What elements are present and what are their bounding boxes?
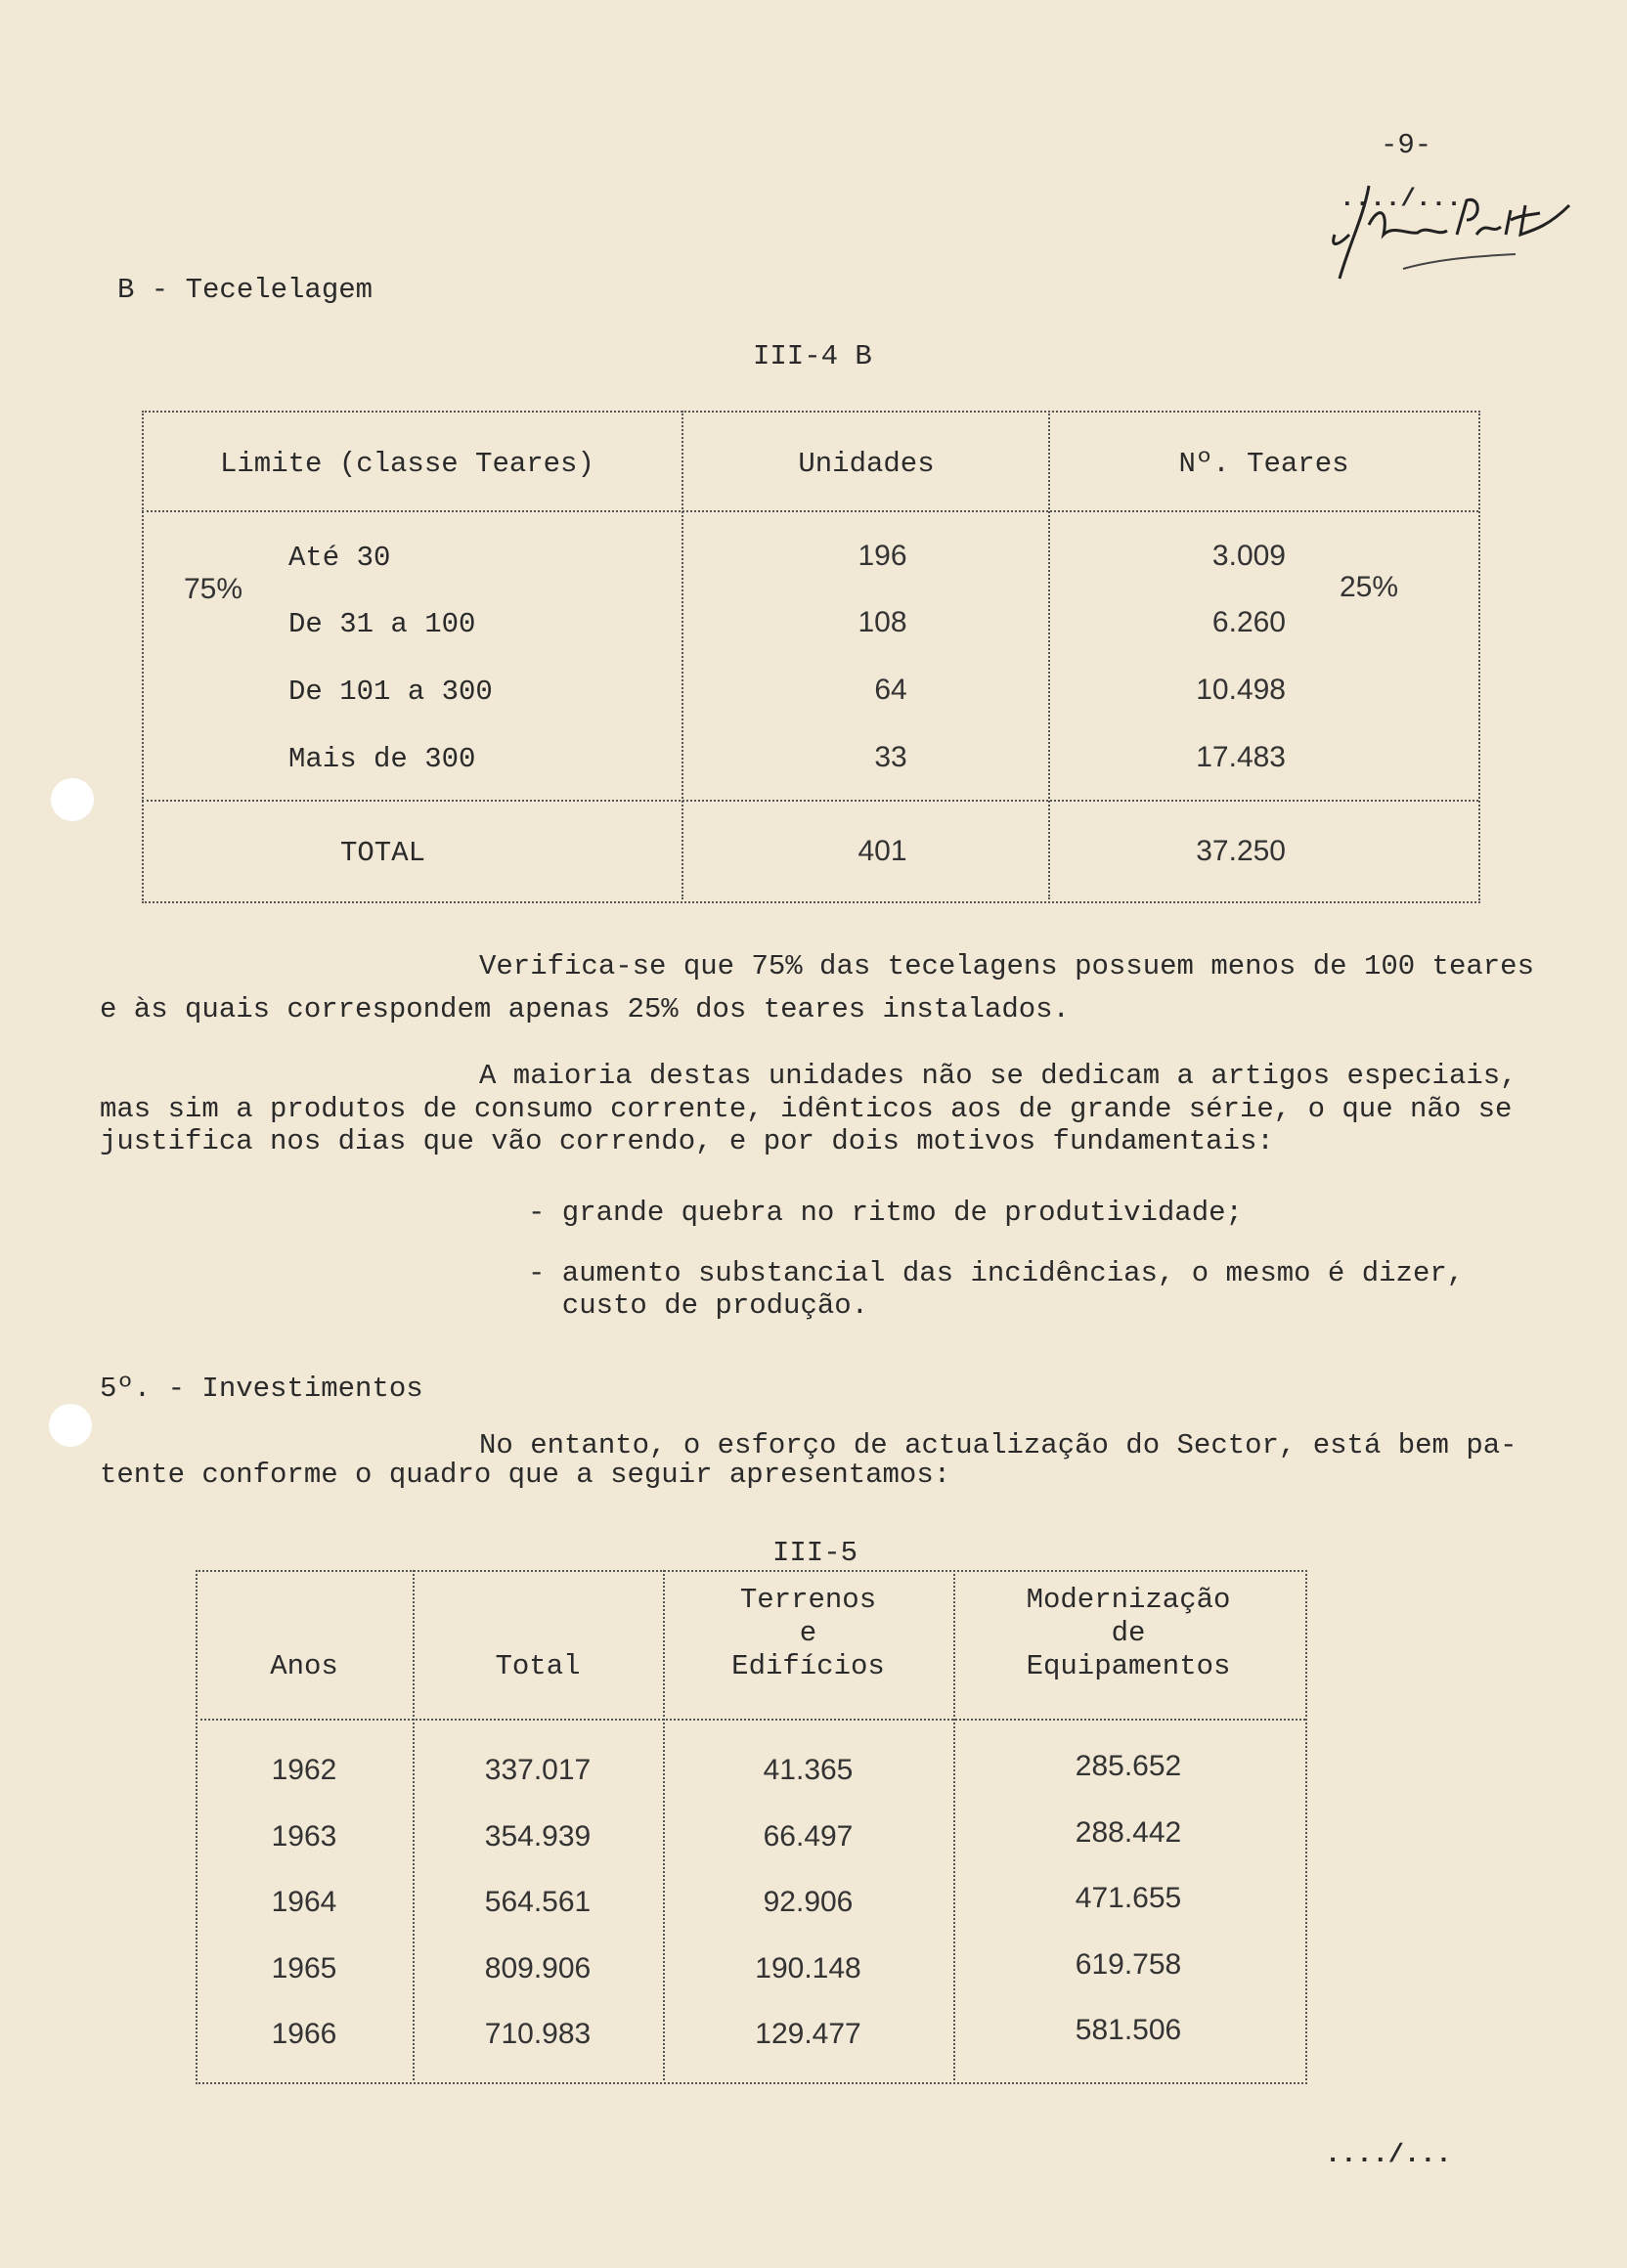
row-label: Mais de 300	[288, 743, 476, 775]
row-teares: 3.009	[1211, 540, 1286, 572]
row-unidades: 196	[857, 540, 907, 572]
row-teares: 17.483	[1196, 741, 1286, 773]
punch-hole	[49, 1404, 92, 1447]
table-iii-5	[196, 1570, 1307, 2084]
cell-modernizacao: 581.506	[1075, 2014, 1182, 2046]
divider	[953, 1570, 955, 2080]
paragraph-line: Verifica-se que 75% das tecelagens possu…	[479, 950, 1534, 982]
signature	[1332, 185, 1571, 280]
cell-total: 809.906	[484, 1951, 592, 1984]
cell-total: 354.939	[484, 1819, 592, 1853]
cell-ano: 1965	[271, 1951, 337, 1984]
row-teares: 6.260	[1211, 606, 1286, 638]
row-label: De 101 a 300	[288, 676, 493, 708]
column-header: Anos	[270, 1650, 338, 1682]
paragraph-line: justifica nos dias que vão correndo, e p…	[100, 1125, 1274, 1157]
cell-total: 337.017	[484, 1754, 592, 1786]
row-unidades: 108	[857, 606, 907, 638]
paragraph-line: mas sim a produtos de consumo corrente, …	[100, 1093, 1513, 1125]
cell-total: 710.983	[484, 2018, 592, 2050]
cell-terrenos: 66.497	[763, 1819, 854, 1853]
column-header: Limite (classe Teares)	[220, 448, 594, 480]
bullet-item-continued: custo de produção.	[528, 1289, 869, 1322]
row-label: Até 30	[288, 542, 391, 574]
row-teares: 10.498	[1196, 674, 1286, 706]
continuation-mark-top: ..../...	[1340, 184, 1462, 213]
section-heading-5: 5º. - Investimentos	[100, 1373, 423, 1405]
row-unidades: 33	[874, 741, 907, 773]
paragraph-line: No entanto, o esforço de actualização do…	[479, 1429, 1517, 1461]
cell-terrenos: 190.148	[755, 1951, 861, 1984]
page-number: -9-	[1381, 129, 1432, 161]
continuation-mark-bottom: ..../...	[1325, 2141, 1452, 2170]
cell-ano: 1963	[271, 1819, 337, 1853]
column-header: Unidades	[798, 448, 935, 480]
paragraph-line: tente conforme o quadro que a seguir apr…	[100, 1459, 951, 1491]
cell-terrenos: 92.906	[763, 1886, 854, 1918]
column-header: Terrenos e Edifícios	[731, 1584, 885, 1682]
section-heading-b: B - Tecelelagem	[117, 274, 374, 306]
cell-total: 564.561	[484, 1886, 592, 1918]
table2-title: III-5	[772, 1537, 858, 1569]
total-label: TOTAL	[340, 837, 426, 869]
divider	[142, 510, 1478, 512]
cell-ano: 1964	[271, 1886, 337, 1918]
cell-modernizacao: 288.442	[1075, 1815, 1182, 1849]
divider	[142, 800, 1478, 802]
table-iii-4b	[142, 411, 1480, 903]
cell-modernizacao: 619.758	[1075, 1947, 1182, 1981]
cell-modernizacao: 471.655	[1075, 1882, 1182, 1914]
cell-terrenos: 129.477	[755, 2018, 861, 2050]
bullet-item: - aumento substancial das incidências, o…	[528, 1257, 1465, 1289]
punch-hole	[51, 778, 94, 821]
percent-right: 25%	[1340, 571, 1399, 603]
paragraph-line: A maioria destas unidades não se dedicam…	[479, 1060, 1517, 1092]
divider	[196, 1719, 1305, 1721]
table1-title: III-4 B	[753, 340, 872, 372]
cell-ano: 1966	[271, 2018, 337, 2050]
divider	[413, 1570, 415, 2080]
bullet-item: - grande quebra no ritmo de produtividad…	[528, 1197, 1243, 1229]
divider	[1048, 411, 1050, 899]
total-teares: 37.250	[1196, 835, 1286, 867]
percent-left: 75%	[184, 573, 243, 605]
cell-terrenos: 41.365	[763, 1754, 854, 1786]
column-header: Modernização de Equipamentos	[1026, 1584, 1231, 1682]
cell-ano: 1962	[271, 1754, 337, 1786]
paragraph-line: e às quais correspondem apenas 25% dos t…	[100, 993, 1070, 1025]
divider	[682, 411, 683, 899]
total-unidades: 401	[857, 835, 907, 867]
divider	[663, 1570, 665, 2080]
cell-modernizacao: 285.652	[1075, 1750, 1182, 1782]
column-header: Nº. Teares	[1178, 448, 1349, 480]
row-label: De 31 a 100	[288, 608, 476, 640]
column-header: Total	[495, 1650, 581, 1682]
row-unidades: 64	[874, 674, 907, 706]
